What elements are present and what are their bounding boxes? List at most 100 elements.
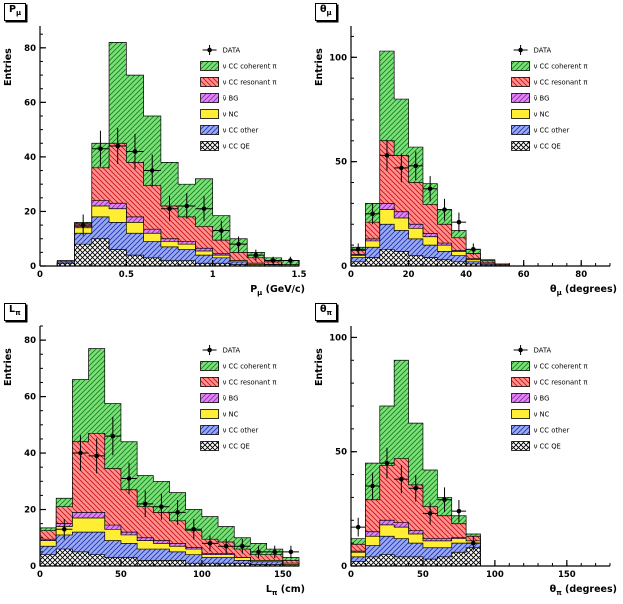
lpi-title-box: Lπ — [4, 303, 26, 321]
svg-text:ν CC resonant π: ν CC resonant π — [223, 379, 277, 387]
svg-text:ν NC: ν NC — [534, 411, 550, 419]
thetapi-histogram: 0 50 100 150 0 50 100 DATA ν CC coherent π ν CC r… — [311, 300, 623, 600]
svg-text:ν̄ BG: ν̄ BG — [223, 95, 239, 103]
panel-thetamu: 0 20 40 60 80 0 50 100 DATA ν CC coherent π ν CC r… — [311, 0, 623, 300]
svg-text:100: 100 — [329, 333, 347, 343]
panel-lpi: 0 50 100 150 0 20 40 60 80 DATA ν CC coherent π ν C… — [0, 300, 311, 600]
panel-thetapi: 0 50 100 150 0 50 100 DATA ν CC coherent π ν CC r… — [311, 300, 623, 600]
lpi-xlabel-unit: (cm) — [277, 584, 305, 596]
pmu-ylabel: Entries — [3, 48, 14, 86]
pmu-histogram: 0 0.5 1 1.5 0 20 40 60 80 DATA ν CC coherent π ν CC… — [0, 0, 311, 300]
svg-text:100: 100 — [329, 53, 347, 63]
thetamu-title-box: θμ — [315, 3, 337, 21]
svg-text:ν̄ BG: ν̄ BG — [534, 95, 550, 103]
lpi-title-main: L — [9, 304, 16, 315]
lpi-plot-svg: 0 50 100 150 0 20 40 60 80 DATA ν CC coherent π ν C… — [24, 325, 300, 580]
svg-text:80: 80 — [575, 270, 587, 280]
svg-text:20: 20 — [24, 506, 36, 516]
svg-text:50: 50 — [335, 448, 347, 458]
thetamu-xlabel-unit: (degrees) — [561, 284, 617, 296]
svg-text:ν CC resonant π: ν CC resonant π — [534, 379, 588, 387]
svg-text:1: 1 — [210, 270, 216, 280]
lpi-xlabel: Lπ (cm) — [266, 584, 305, 597]
svg-text:60: 60 — [24, 393, 36, 403]
svg-text:ν̄ BG: ν̄ BG — [534, 395, 550, 403]
thetapi-title-box: θπ — [315, 303, 338, 321]
pmu-plot-svg: 0 0.5 1 1.5 0 20 40 60 80 DATA ν CC coherent π ν CC… — [24, 26, 307, 280]
svg-text:150: 150 — [558, 570, 576, 580]
thetamu-title-sub: μ — [326, 8, 332, 17]
svg-text:ν CC other: ν CC other — [534, 127, 570, 135]
svg-text:60: 60 — [24, 98, 36, 108]
svg-text:40: 40 — [24, 153, 36, 163]
svg-text:0: 0 — [30, 262, 36, 272]
thetapi-title-main: θ — [320, 304, 327, 315]
svg-text:0: 0 — [37, 570, 43, 580]
svg-text:ν NC: ν NC — [223, 111, 239, 119]
svg-text:20: 20 — [403, 270, 415, 280]
pmu-title-main: P — [9, 4, 16, 15]
svg-text:20: 20 — [24, 207, 36, 217]
svg-text:ν CC QE: ν CC QE — [534, 443, 561, 451]
svg-text:50: 50 — [417, 570, 429, 580]
svg-text:ν CC resonant π: ν CC resonant π — [223, 79, 277, 87]
svg-text:ν CC QE: ν CC QE — [534, 143, 561, 151]
thetapi-xlabel-main: θ — [549, 584, 557, 596]
svg-text:40: 40 — [24, 449, 36, 459]
svg-text:ν CC coherent π: ν CC coherent π — [534, 363, 588, 371]
thetapi-plot-svg: 0 50 100 150 0 50 100 DATA ν CC coherent π ν CC r… — [329, 326, 611, 580]
svg-text:80: 80 — [24, 44, 36, 54]
svg-text:0: 0 — [348, 270, 354, 280]
lpi-ylabel: Entries — [3, 348, 14, 386]
lpi-histogram: 0 50 100 150 0 20 40 60 80 DATA ν CC coherent π ν C… — [0, 300, 311, 600]
svg-text:ν CC QE: ν CC QE — [223, 143, 250, 151]
svg-text:0: 0 — [30, 562, 36, 572]
svg-text:ν̄ BG: ν̄ BG — [223, 395, 239, 403]
thetamu-ylabel: Entries — [314, 48, 325, 86]
pmu-xlabel-sub: μ — [257, 289, 263, 297]
svg-text:50: 50 — [115, 570, 127, 580]
svg-text:0: 0 — [37, 270, 43, 280]
lpi-xlabel-sub: π — [271, 589, 278, 597]
svg-text:DATA: DATA — [223, 47, 241, 55]
thetamu-histogram: 0 20 40 60 80 0 50 100 DATA ν CC coherent π ν CC r… — [311, 0, 623, 300]
thetamu-xlabel: θμ (degrees) — [550, 284, 617, 297]
svg-text:60: 60 — [518, 270, 530, 280]
thetamu-plot-svg: 0 20 40 60 80 0 50 100 DATA ν CC coherent π ν CC r… — [329, 26, 611, 280]
svg-text:ν CC QE: ν CC QE — [223, 443, 250, 451]
svg-text:ν CC other: ν CC other — [223, 127, 259, 135]
thetamu-xlabel-sub: μ — [556, 289, 562, 297]
svg-text:0.5: 0.5 — [119, 270, 134, 280]
svg-text:DATA: DATA — [534, 347, 552, 355]
svg-text:80: 80 — [24, 336, 36, 346]
thetapi-ylabel: Entries — [314, 348, 325, 386]
lpi-title-sub: π — [15, 308, 21, 317]
svg-text:100: 100 — [193, 570, 211, 580]
pmu-xlabel-unit: (GeV/c) — [262, 284, 305, 296]
svg-text:ν CC coherent π: ν CC coherent π — [223, 363, 277, 371]
svg-text:ν NC: ν NC — [223, 411, 239, 419]
svg-text:40: 40 — [460, 270, 472, 280]
lpi-xlabel-main: L — [265, 584, 272, 596]
svg-text:ν CC resonant π: ν CC resonant π — [534, 79, 588, 87]
svg-text:0: 0 — [348, 570, 354, 580]
panel-pmu: 0 0.5 1 1.5 0 20 40 60 80 DATA ν CC coherent π ν CC… — [0, 0, 311, 300]
svg-text:ν CC coherent π: ν CC coherent π — [223, 63, 277, 71]
svg-text:0: 0 — [341, 262, 347, 272]
svg-text:DATA: DATA — [223, 347, 241, 355]
svg-text:1.5: 1.5 — [291, 270, 306, 280]
thetapi-xlabel-sub: π — [556, 589, 562, 597]
svg-text:100: 100 — [486, 570, 504, 580]
svg-text:150: 150 — [274, 570, 292, 580]
thetapi-title-sub: π — [326, 308, 333, 317]
pmu-xlabel-main: P — [250, 284, 258, 296]
thetapi-xlabel: θπ (degrees) — [550, 584, 617, 597]
svg-text:ν CC coherent π: ν CC coherent π — [534, 63, 588, 71]
svg-text:ν NC: ν NC — [534, 111, 550, 119]
svg-text:50: 50 — [335, 158, 347, 168]
thetamu-xlabel-main: θ — [550, 284, 557, 296]
svg-text:DATA: DATA — [534, 47, 552, 55]
thetapi-xlabel-unit: (degrees) — [561, 584, 617, 596]
pmu-xlabel: Pμ (GeV/c) — [250, 284, 305, 297]
